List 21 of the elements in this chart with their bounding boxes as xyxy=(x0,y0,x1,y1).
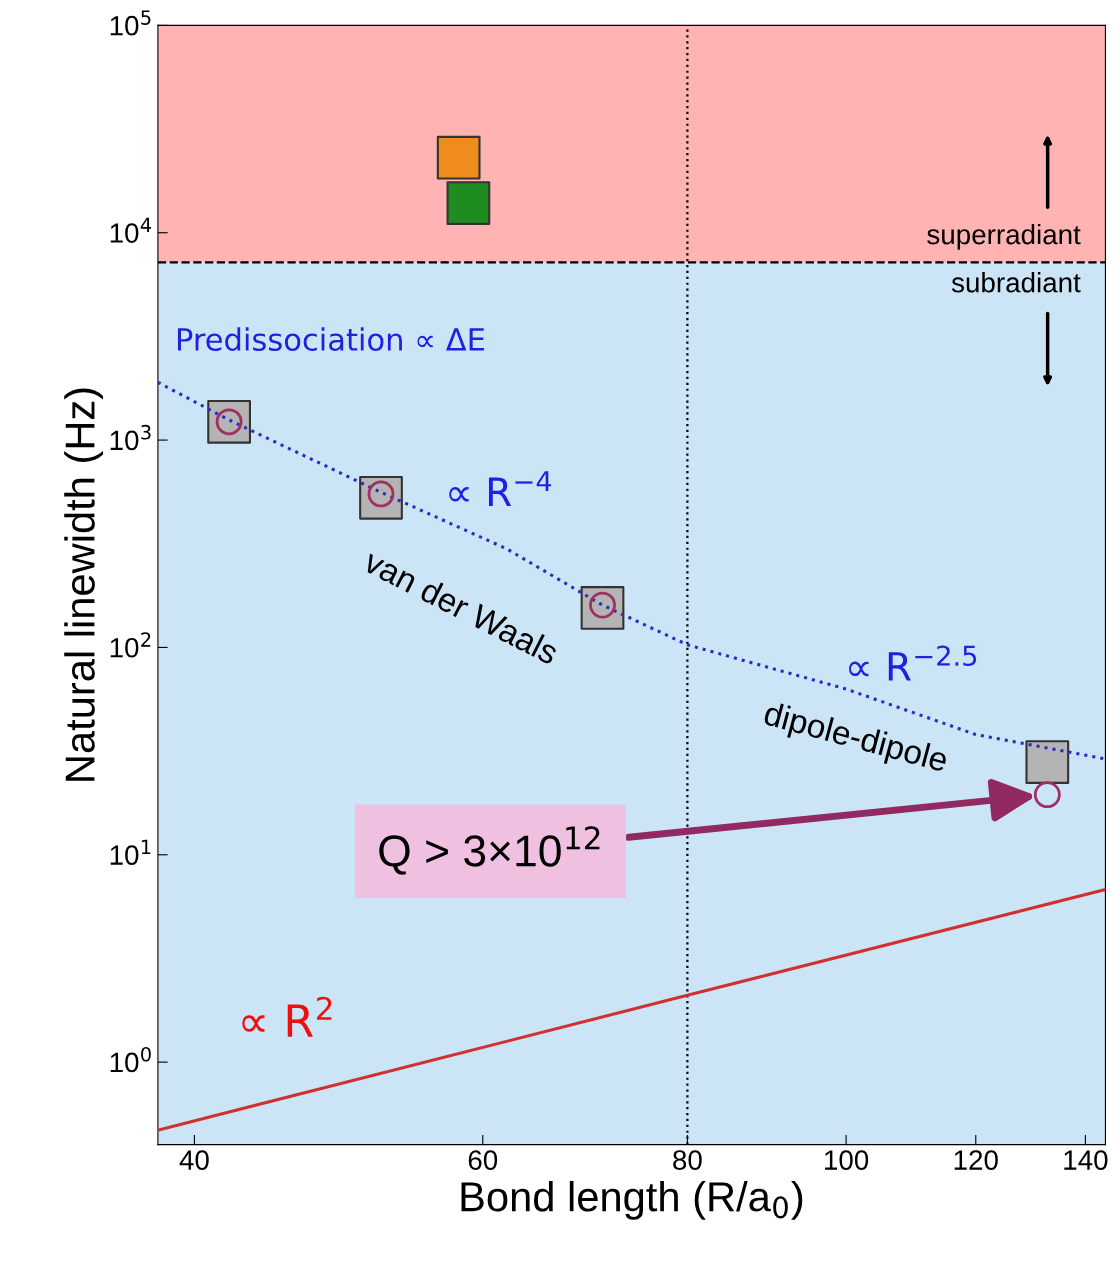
x-tick-label: 80 xyxy=(673,1150,702,1170)
x-tick-label: 100 xyxy=(825,1150,869,1170)
x-tick-label: 120 xyxy=(954,1150,998,1170)
x-tick-label: 40 xyxy=(179,1150,209,1170)
y-tick-label: 10$^{0}$ xyxy=(110,1046,151,1073)
annotation: Q > 3×10$^{12}$ xyxy=(379,826,600,875)
annotation: ∝ R$^{−2.5}$ xyxy=(849,645,977,681)
x-tick-label: 60 xyxy=(468,1150,498,1170)
x-axis-title: Bond length (R/a$_{0}$) xyxy=(461,1180,803,1220)
y-tick-label: 10$^{5}$ xyxy=(110,10,151,36)
annotation: Predissociation ∝ ΔE xyxy=(177,327,485,351)
y-tick-label: 10$^{4}$ xyxy=(110,217,152,243)
x-tick-label: 140 xyxy=(1064,1150,1108,1170)
y-axis-title: Natural linewidth (Hz) xyxy=(64,388,104,781)
annotation: ∝ R$^{−4}$ xyxy=(449,471,552,506)
y-tick-label: 10$^{3}$ xyxy=(110,424,151,451)
y-tick-label: 10$^{1}$ xyxy=(110,839,151,865)
annotation: superradiant xyxy=(927,223,1081,250)
annotation: subradiant xyxy=(951,272,1081,293)
y-tick-label: 10$^{2}$ xyxy=(110,632,151,658)
annotation: ∝ R$^{2}$ xyxy=(242,996,332,1037)
